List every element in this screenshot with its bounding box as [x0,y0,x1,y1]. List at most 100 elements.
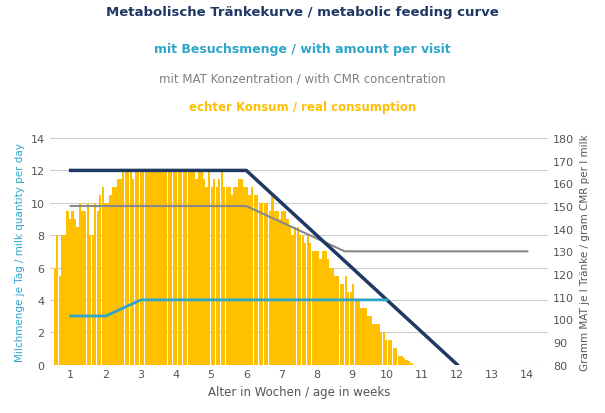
Bar [312,252,314,365]
Bar [236,187,238,365]
Bar [67,211,68,365]
Bar [76,228,79,365]
Bar [329,268,332,365]
Bar [110,195,111,365]
Bar [140,171,142,365]
Bar [102,187,104,365]
Bar [135,171,137,365]
Text: echter Konsum / real consumption: echter Konsum / real consumption [189,101,416,114]
Bar [253,195,256,365]
Bar [314,252,316,365]
Bar [339,284,342,365]
Bar [223,187,226,365]
Bar [395,349,397,365]
Bar [382,332,385,365]
Bar [276,211,278,365]
Bar [231,195,233,365]
Bar [238,179,241,365]
Bar [180,171,183,365]
Bar [327,260,329,365]
Bar [54,268,56,365]
Bar [271,195,273,365]
Bar [269,211,271,365]
Text: Metabolische Tränkekurve / metabolic feeding curve: Metabolische Tränkekurve / metabolic fee… [106,6,499,19]
Bar [114,187,117,365]
Bar [200,171,203,365]
Bar [61,235,64,365]
Bar [241,179,243,365]
Bar [163,171,165,365]
Bar [355,300,357,365]
Bar [178,171,180,365]
Bar [175,171,177,365]
Bar [335,276,337,365]
Bar [218,179,220,365]
Bar [258,203,261,365]
Bar [352,284,355,365]
Bar [266,203,269,365]
Bar [365,308,367,365]
Bar [281,211,284,365]
Bar [286,219,289,365]
Bar [380,332,382,365]
Bar [79,203,81,365]
Bar [198,171,200,365]
Bar [64,235,66,365]
Bar [317,252,319,365]
Bar [385,340,387,365]
Bar [107,203,109,365]
Bar [243,187,246,365]
Bar [195,179,198,365]
Bar [147,171,149,365]
Y-axis label: Gramm MAT je l Tränke / gram CMR per l milk: Gramm MAT je l Tränke / gram CMR per l m… [580,134,590,370]
Bar [69,219,71,365]
Bar [59,276,61,365]
Bar [157,171,160,365]
X-axis label: Alter in Wochen / age in weeks: Alter in Wochen / age in weeks [208,385,390,398]
Bar [122,171,124,365]
Bar [273,211,276,365]
Bar [142,171,145,365]
Bar [296,228,299,365]
Bar [84,211,87,365]
Bar [367,316,370,365]
Bar [324,252,327,365]
Bar [188,171,190,365]
Bar [410,363,413,365]
Bar [299,235,301,365]
Bar [191,171,192,365]
Bar [405,360,408,365]
Bar [284,211,286,365]
Bar [304,244,306,365]
Bar [82,211,83,365]
Bar [264,203,266,365]
Bar [279,219,281,365]
Bar [160,171,162,365]
Bar [309,244,312,365]
Bar [211,187,213,365]
Bar [373,324,374,365]
Bar [152,171,155,365]
Bar [337,276,339,365]
Bar [256,195,258,365]
Bar [350,292,352,365]
Bar [168,171,170,365]
Bar [228,187,231,365]
Bar [127,171,129,365]
Bar [71,211,74,365]
Bar [292,235,294,365]
Bar [150,171,152,365]
Bar [347,292,350,365]
Bar [221,171,223,365]
Bar [393,349,395,365]
Bar [137,171,139,365]
Bar [155,171,157,365]
Bar [165,171,167,365]
Bar [362,308,365,365]
Bar [357,300,359,365]
Bar [183,171,185,365]
Bar [193,171,195,365]
Bar [206,187,208,365]
Bar [99,195,102,365]
Bar [89,235,91,365]
